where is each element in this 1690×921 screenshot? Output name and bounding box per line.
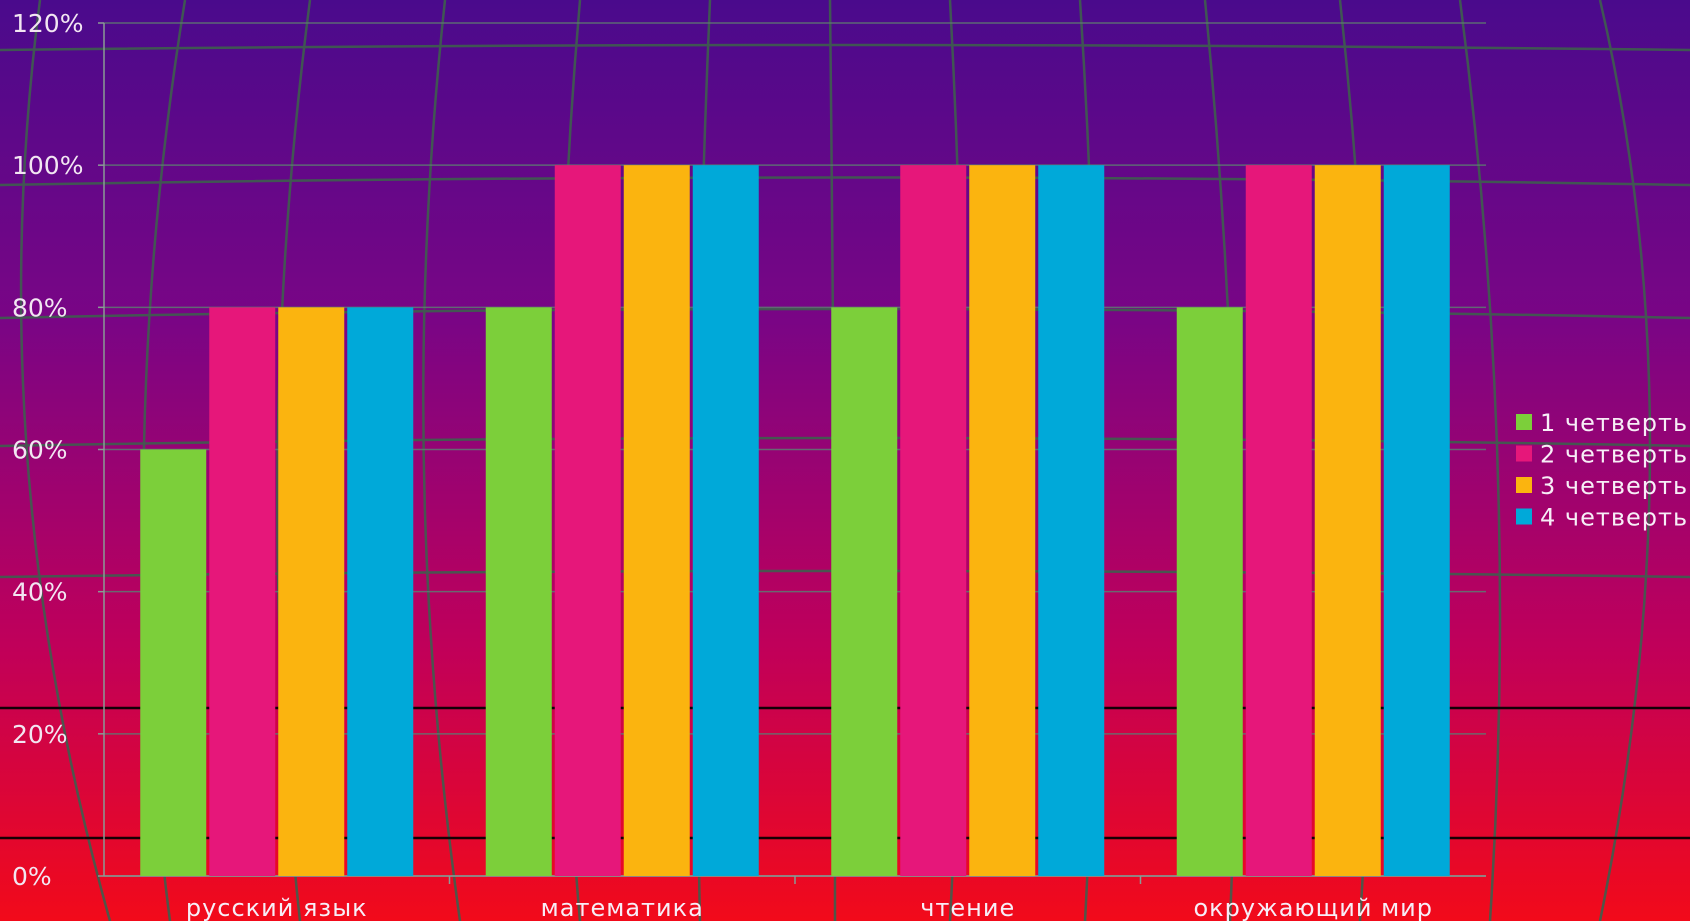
legend-label-4: 4 четверть [1540,504,1688,532]
bar-2-4 [1246,165,1312,876]
bar-4-4 [1384,165,1450,876]
bar-1-2 [486,307,552,876]
y-tick-label: 100% [12,151,83,180]
y-tick-label: 40% [12,578,68,607]
y-tick-label: 0% [12,862,52,891]
bar-1-1 [140,450,206,877]
bar-1-3 [831,307,897,876]
bar-4-1 [347,307,413,876]
x-tick-label: чтение [920,894,1015,921]
legend-swatch-4 [1516,509,1532,525]
bar-2-2 [555,165,621,876]
bar-3-2 [624,165,690,876]
y-tick-label: 120% [12,9,83,38]
legend-swatch-1 [1516,414,1532,430]
legend-swatch-3 [1516,477,1532,493]
x-tick-label: окружающий мир [1193,894,1433,921]
bar-2-1 [209,307,275,876]
legend-label-1: 1 четверть [1540,409,1688,437]
y-tick-label: 80% [12,293,68,322]
bar-1-4 [1177,307,1243,876]
legend-label-3: 3 четверть [1540,472,1688,500]
bar-3-3 [969,165,1035,876]
x-tick-label: русский язык [186,894,368,921]
bar-2-3 [900,165,966,876]
legend-swatch-2 [1516,446,1532,462]
bar-4-3 [1038,165,1104,876]
bar-3-1 [278,307,344,876]
bar-4-2 [693,165,759,876]
y-tick-label: 60% [12,436,68,465]
y-tick-label: 20% [12,720,68,749]
legend-label-2: 2 четверть [1540,441,1688,469]
x-tick-label: математика [541,894,704,921]
bar-3-4 [1315,165,1381,876]
